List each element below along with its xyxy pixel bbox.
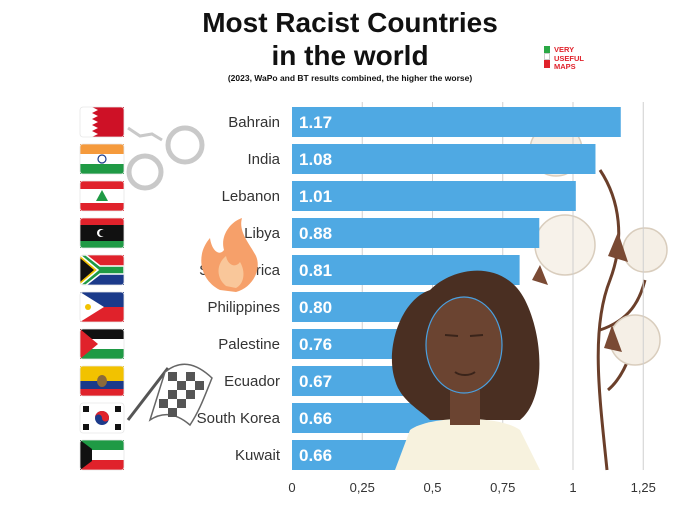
- woman-illustration: [391, 270, 540, 470]
- x-tick-label: 0,75: [490, 480, 515, 495]
- bar-value-label: 1.08: [299, 150, 332, 169]
- brand-flag-icon: [544, 46, 550, 68]
- flags: [77, 106, 125, 471]
- fire-icon: [201, 218, 258, 292]
- bar: [292, 218, 540, 248]
- bar: [292, 107, 621, 137]
- bar-value-label: 0.80: [299, 298, 332, 317]
- bar: [292, 181, 576, 211]
- title-line-1: Most Racist Countries: [202, 7, 498, 38]
- brand-logo: VERY USEFUL MAPS: [544, 45, 604, 76]
- category-label: Libya: [244, 225, 281, 242]
- bar-value-label: 0.76: [299, 335, 332, 354]
- flag-palestine-icon: [79, 328, 125, 360]
- bar-value-label: 0.67: [299, 372, 332, 391]
- chart-title: Most Racist Countries in the world: [0, 6, 700, 72]
- bar-value-label: 0.66: [299, 409, 332, 428]
- bar-value-label: 0.66: [299, 446, 332, 465]
- category-label: Lebanon: [222, 188, 280, 205]
- category-label: India: [247, 151, 280, 168]
- category-label: Philippines: [207, 299, 280, 316]
- bar-value-label: 0.88: [299, 224, 332, 243]
- flag-kuwait-icon: [79, 439, 125, 471]
- x-axis-ticks: 0 0,25 0,5 0,75 1 1,25: [288, 480, 656, 495]
- bar-value-label: 1.17: [299, 113, 332, 132]
- handcuffs-icon: [126, 125, 205, 191]
- flag-ecuador-icon: [79, 365, 125, 397]
- flag-india-icon: [79, 143, 125, 175]
- chart-subtitle: (2023, WaPo and BT results combined, the…: [227, 73, 473, 83]
- flag-south-africa-icon: [77, 254, 125, 286]
- x-tick-label: 1,25: [631, 480, 656, 495]
- category-label: Bahrain: [228, 114, 280, 131]
- category-label: Ecuador: [224, 373, 280, 390]
- flag-philippines-icon: [79, 291, 125, 323]
- brand-text: VERY USEFUL MAPS: [554, 45, 584, 71]
- flag-south-korea-icon: [79, 402, 125, 434]
- checkered-flag-icon: [126, 363, 213, 427]
- flag-lebanon-icon: [79, 180, 125, 212]
- category-label: Kuwait: [235, 447, 281, 464]
- x-tick-label: 0,5: [423, 480, 441, 495]
- bar: [292, 144, 596, 174]
- bar-value-label: 1.01: [299, 187, 332, 206]
- bar-value-label: 0.81: [299, 261, 332, 280]
- cotton-plant-illustration: [529, 123, 668, 471]
- bar-value-labels: 1.17 1.08 1.01 0.88 0.81 0.80 0.76 0.67 0.66 0.66: [299, 113, 332, 465]
- x-tick-label: 1: [569, 480, 576, 495]
- category-label: South Korea: [197, 410, 281, 427]
- x-tick-label: 0: [288, 480, 295, 495]
- flag-libya-icon: [79, 217, 125, 249]
- category-label: Palestine: [218, 336, 280, 353]
- title-line-2: in the world: [271, 40, 429, 71]
- x-tick-label: 0,25: [350, 480, 375, 495]
- flag-bahrain-icon: [79, 106, 125, 138]
